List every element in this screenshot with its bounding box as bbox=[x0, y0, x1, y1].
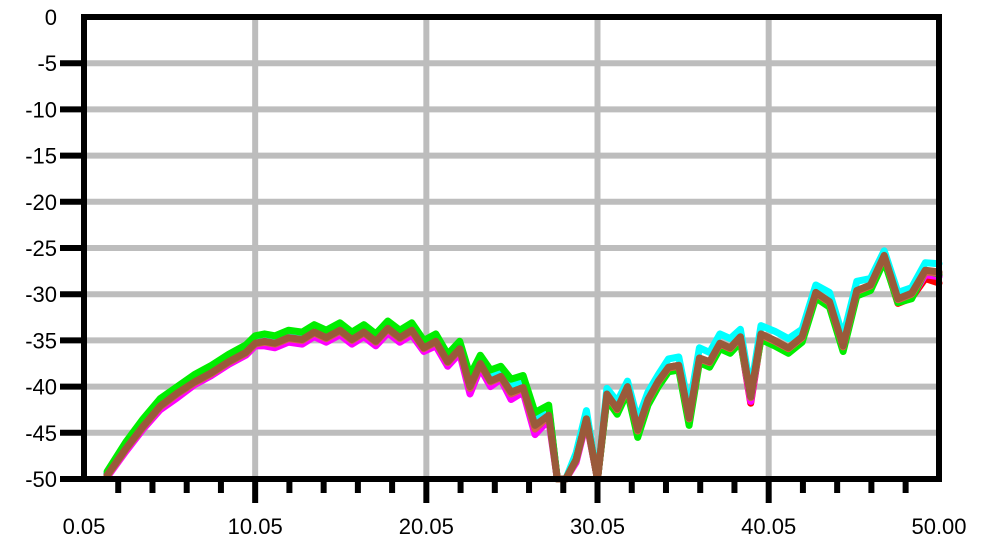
x-tick-label: 10.05 bbox=[228, 514, 283, 539]
y-tick-label: -35 bbox=[25, 328, 57, 353]
x-tick-label: 0.05 bbox=[63, 514, 106, 539]
series-line-6 bbox=[103, 257, 943, 483]
y-tick-label: -10 bbox=[25, 97, 57, 122]
y-tick-label: -25 bbox=[25, 236, 57, 261]
axis-ticks bbox=[60, 60, 909, 503]
y-tick-label: -30 bbox=[25, 282, 57, 307]
y-tick-label: -20 bbox=[25, 190, 57, 215]
y-tick-label: -45 bbox=[25, 421, 57, 446]
y-axis-tick-labels: 0 -5 -10 -15 -20 -25 -30 -35 -40 -45 -50 bbox=[25, 5, 57, 492]
x-tick-label: 40.05 bbox=[741, 514, 796, 539]
y-tick-label: 0 bbox=[45, 5, 57, 30]
grid-lines bbox=[84, 17, 939, 479]
y-tick-label: -5 bbox=[37, 51, 57, 76]
x-tick-label: 30.05 bbox=[570, 514, 625, 539]
y-tick-label: -40 bbox=[25, 375, 57, 400]
y-tick-label: -50 bbox=[25, 467, 57, 492]
series-line-8 bbox=[103, 251, 943, 483]
series-lines bbox=[103, 247, 943, 483]
x-axis-tick-labels: 0.05 10.05 20.05 30.05 40.05 50.00 bbox=[63, 514, 967, 539]
y-tick-label: -15 bbox=[25, 144, 57, 169]
x-tick-label: 20.05 bbox=[399, 514, 454, 539]
x-tick-label: 50.00 bbox=[911, 514, 966, 539]
